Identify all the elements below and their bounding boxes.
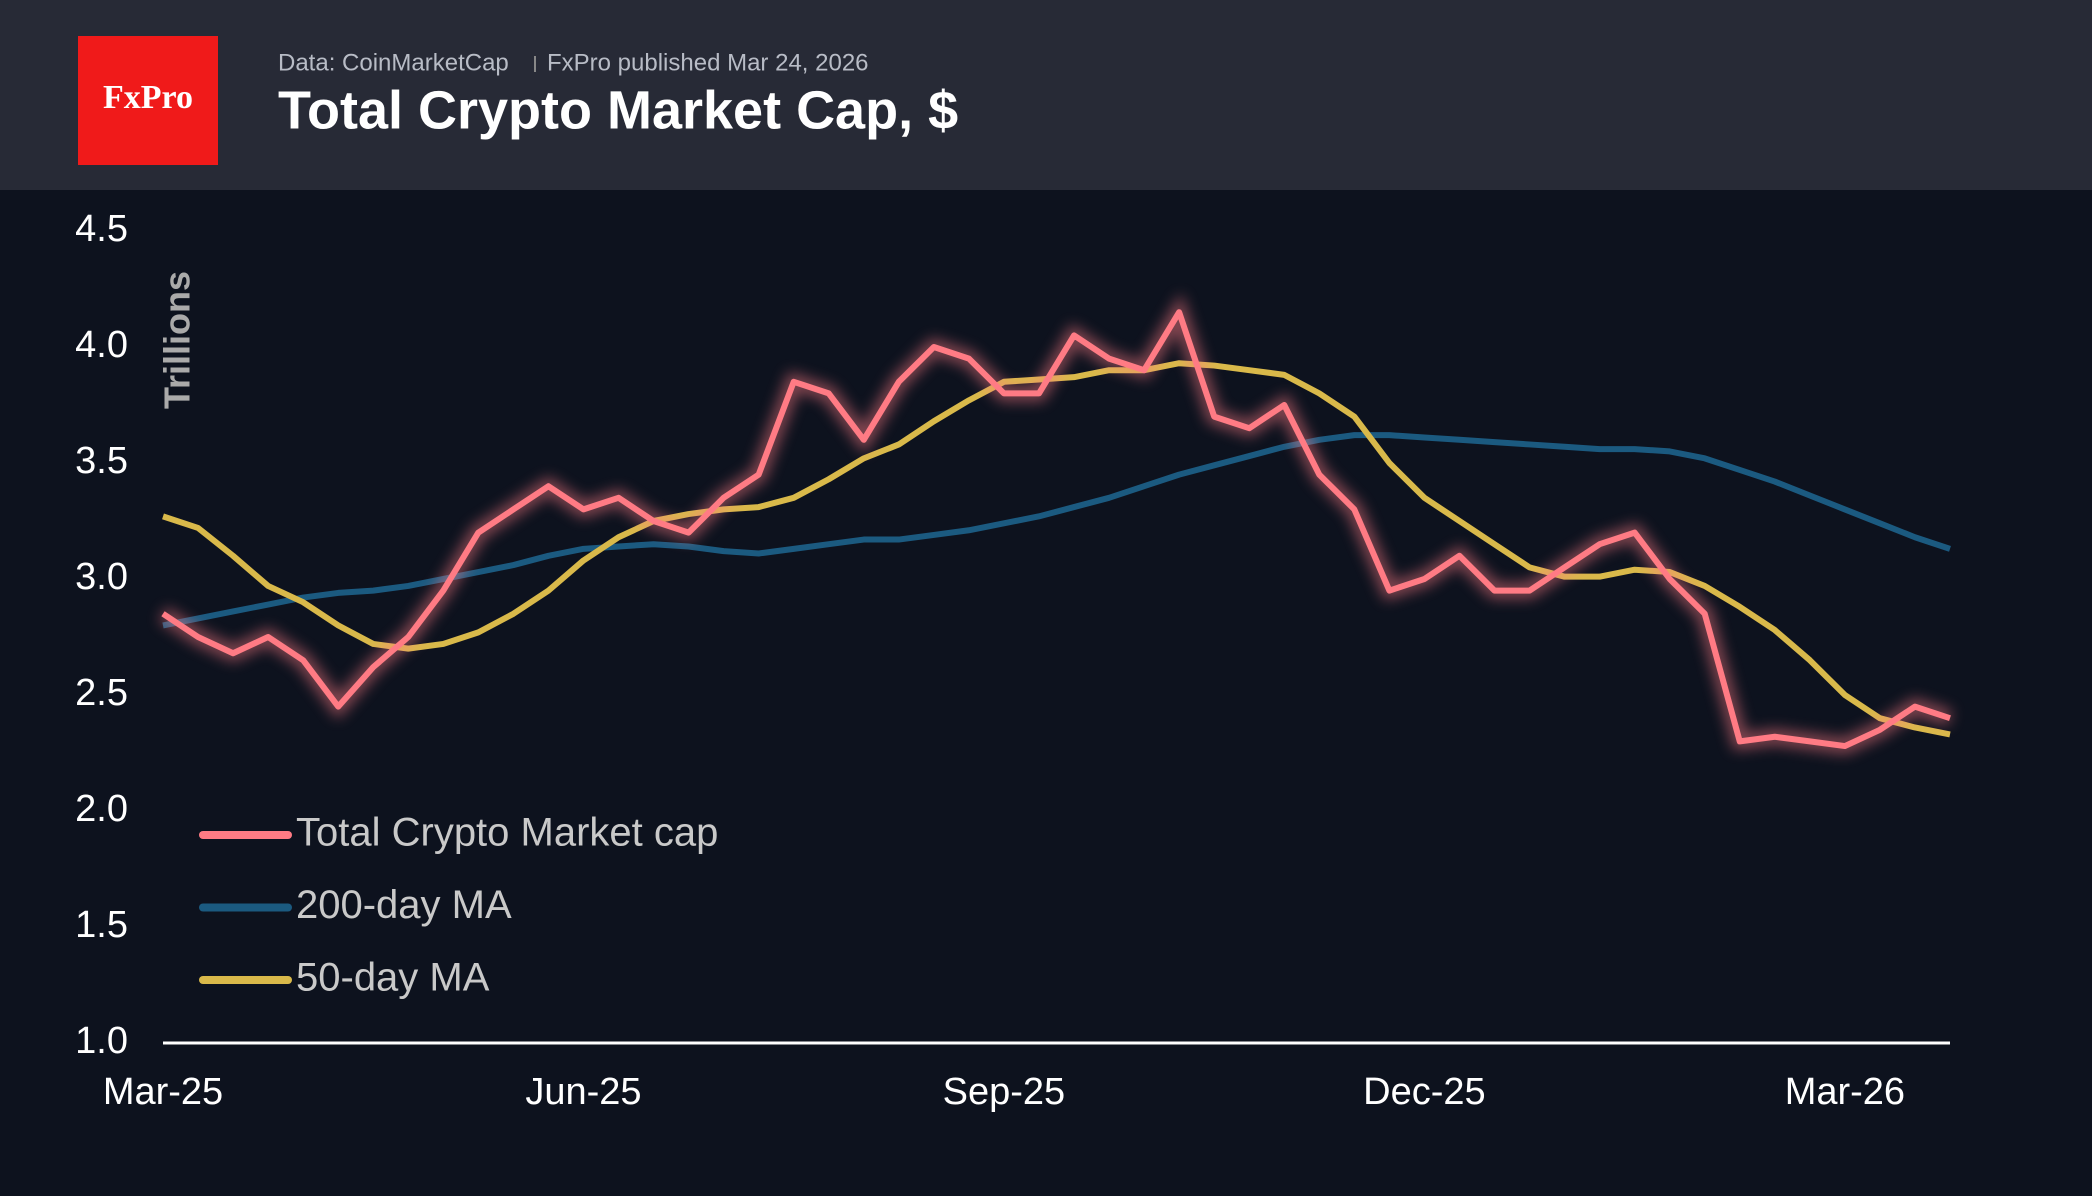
legend-label: 200-day MA	[296, 883, 512, 927]
y-tick-label: 2.5	[75, 672, 128, 714]
logo-text: FxPro	[103, 79, 193, 116]
legend-label: 50-day MA	[296, 956, 490, 1000]
x-tick-label: Jun-25	[525, 1071, 641, 1113]
published: FxPro published Mar 24, 2026	[547, 49, 869, 76]
y-tick-label: 3.5	[75, 440, 128, 482]
y-tick-label: 1.0	[75, 1020, 128, 1062]
x-tick-label: Dec-25	[1363, 1071, 1486, 1113]
y-tick-label: 4.5	[75, 208, 128, 250]
y-tick-label: 3.0	[75, 556, 128, 598]
y-tick-label: 1.5	[75, 904, 128, 946]
line	[161, 309, 1951, 750]
header-bar	[0, 0, 2092, 190]
x-tick-label: Sep-25	[943, 1071, 1066, 1113]
logo	[78, 36, 218, 165]
chart-title: Total Crypto Market Cap, $	[278, 80, 958, 140]
x-tick-label: Mar-25	[103, 1071, 223, 1113]
y-tick-label: 2.0	[75, 788, 128, 830]
x-tick-label: Mar-26	[1785, 1071, 1905, 1113]
source: Data: CoinMarketCap	[278, 49, 509, 76]
legend-label: Total Crypto Market cap	[296, 811, 718, 855]
y-tick-label: 4.0	[75, 324, 128, 366]
y-axis-label: Trillions	[157, 271, 198, 409]
